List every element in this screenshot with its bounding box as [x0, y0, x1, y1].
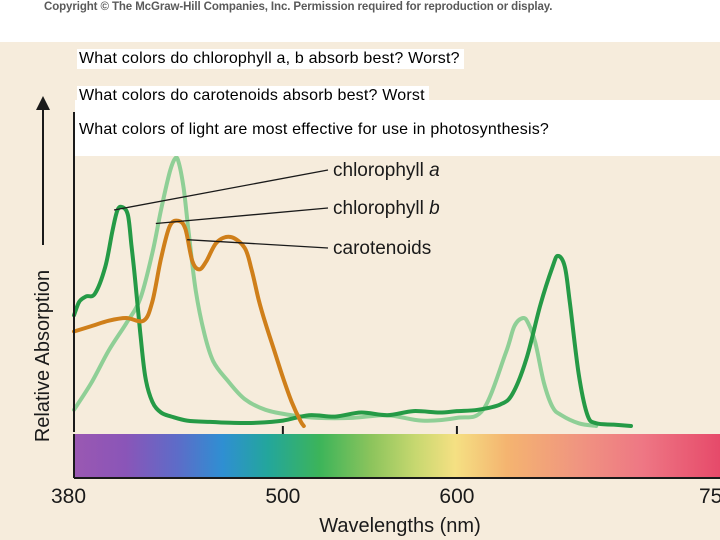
- carotenoids-pointer-line: [187, 239, 329, 249]
- question-photosynthesis: What colors of light are most effective …: [75, 100, 720, 156]
- x-tick-label: 750: [699, 485, 720, 508]
- question-chlorophyll: What colors do chlorophyll a, b absorb b…: [77, 49, 464, 69]
- carotenoids-legend-label: carotenoids: [333, 238, 431, 259]
- y-axis-arrow-head: [36, 96, 50, 110]
- chlorophyll-a-pointer-line: [113, 169, 329, 211]
- x-axis-title: Wavelengths (nm): [319, 515, 481, 537]
- chlorophyll-b-legend-label: chlorophyll b: [333, 198, 440, 219]
- carotenoids-curve: [72, 218, 306, 428]
- chlorophyll-a-legend-label: chlorophyll a: [333, 160, 440, 181]
- chlorophyll-b-curve: [72, 155, 599, 428]
- x-tick-label: 600: [439, 485, 474, 508]
- visible-spectrum-bar: [74, 434, 720, 478]
- x-tick-label: 380: [51, 485, 86, 508]
- x-tick-label: 500: [265, 485, 300, 508]
- y-axis-title: Relative Absorption: [32, 270, 54, 442]
- chlorophyll-b-pointer-line: [155, 207, 329, 225]
- copyright-notice: Copyright © The McGraw-Hill Companies, I…: [0, 0, 720, 17]
